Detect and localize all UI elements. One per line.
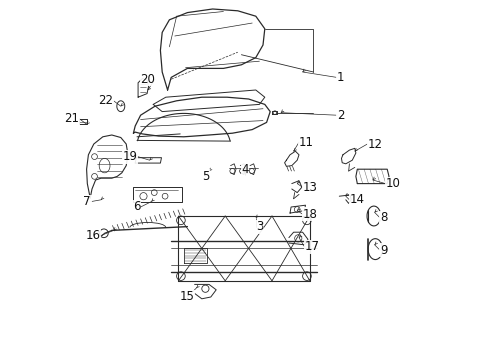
Text: 16: 16	[85, 229, 100, 242]
Text: 8: 8	[380, 211, 388, 224]
Text: 18: 18	[303, 208, 318, 221]
Text: 1: 1	[337, 71, 344, 84]
Text: 22: 22	[98, 94, 114, 107]
Text: 11: 11	[299, 136, 314, 149]
Text: 10: 10	[386, 177, 400, 190]
Text: 17: 17	[304, 240, 319, 253]
Text: 12: 12	[368, 138, 382, 150]
Text: 9: 9	[380, 244, 388, 257]
Text: 5: 5	[202, 170, 209, 183]
Text: 20: 20	[140, 73, 155, 86]
Text: 21: 21	[64, 112, 79, 125]
Text: 14: 14	[349, 193, 365, 206]
Text: 7: 7	[83, 195, 91, 208]
Text: 3: 3	[256, 220, 263, 233]
Text: 4: 4	[241, 163, 249, 176]
Text: 15: 15	[180, 291, 195, 303]
Text: 13: 13	[303, 181, 318, 194]
Text: 6: 6	[133, 201, 141, 213]
Text: 2: 2	[337, 109, 344, 122]
Text: 19: 19	[122, 150, 138, 163]
